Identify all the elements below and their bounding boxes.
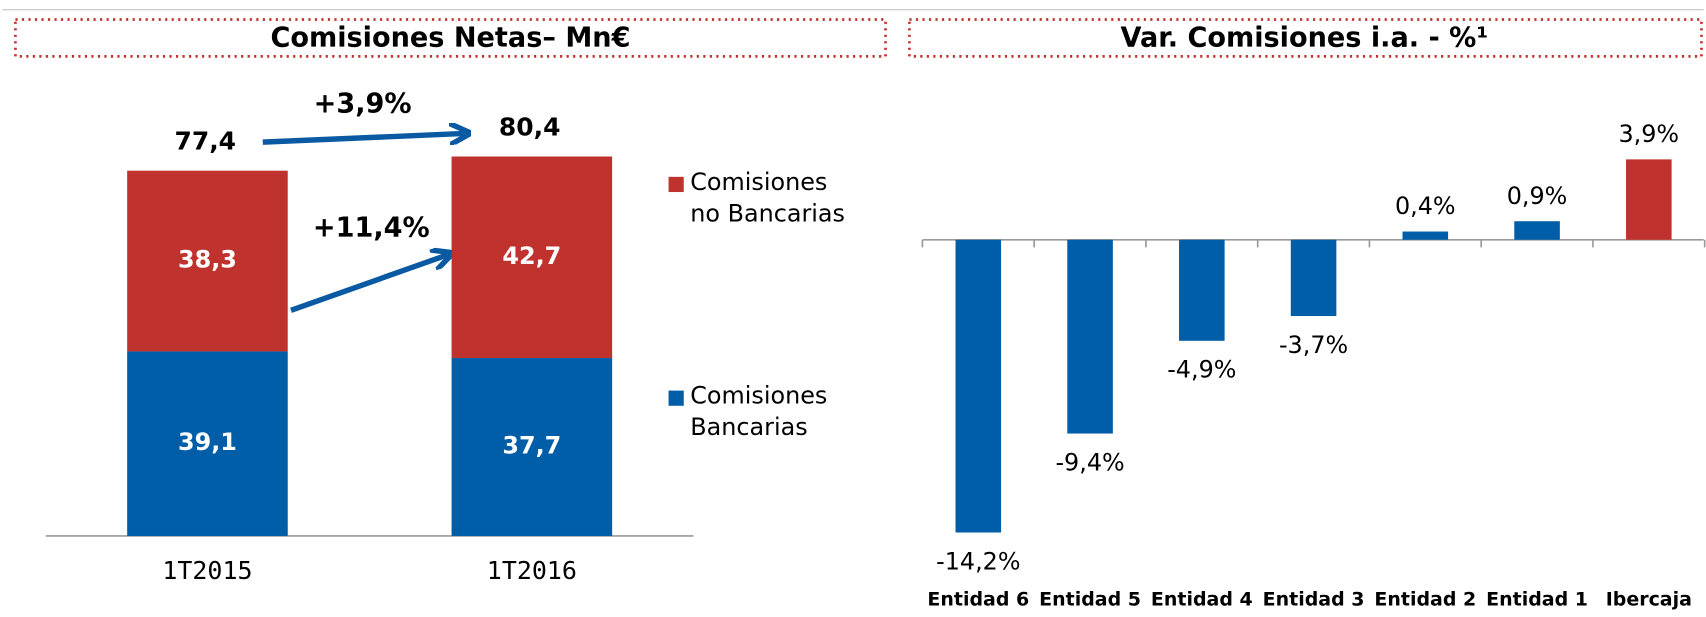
value-label: -9,4% (1055, 448, 1124, 476)
annotation: +11,4% (313, 212, 430, 243)
value-label: 39,1 (178, 428, 237, 456)
bar (1290, 239, 1337, 317)
legend-swatch (668, 390, 684, 406)
legend-label: Comisiones Bancarias (690, 382, 828, 442)
legend-label: Comisiones no Bancarias (690, 169, 845, 228)
title-box (908, 18, 1703, 58)
x-tick-label: Entidad 3 (1263, 588, 1365, 610)
bar (955, 239, 1002, 533)
value-label: 38,3 (178, 246, 237, 274)
value-label: 37,7 (502, 432, 561, 460)
arrow (290, 255, 447, 313)
bar-segment (451, 358, 613, 536)
x-tick-label: Entidad 2 (1374, 588, 1476, 610)
legend-swatch (668, 176, 684, 193)
value-label: -3,7% (1279, 331, 1348, 359)
legend-entry: Comisiones Bancarias (690, 382, 828, 442)
chart-title: Comisiones Netas– Mn€ (270, 23, 630, 54)
legend-entry: Comisiones no Bancarias (690, 169, 845, 228)
bar-segment (451, 156, 613, 359)
bar (1514, 221, 1560, 240)
value-label: 0,9% (1507, 182, 1568, 210)
x-tick-label: 1T2015 (162, 556, 252, 585)
annotation: +3,9% (314, 89, 412, 120)
value-label: -14,2% (936, 547, 1020, 575)
bar (1402, 231, 1449, 240)
bar (1067, 239, 1113, 434)
value-label: -4,9% (1167, 356, 1236, 384)
bar (1626, 159, 1672, 240)
bar (1179, 239, 1225, 341)
x-tick-label: Entidad 6 (927, 588, 1029, 610)
chart-title: Var. Comisiones i.a. - %¹ (1120, 23, 1488, 54)
total-label: 80,4 (499, 112, 561, 141)
x-tick-label: Entidad 5 (1039, 588, 1141, 610)
bar-segment (127, 351, 288, 536)
x-tick-label: 1T2016 (487, 556, 577, 585)
x-tick-label: Entidad 4 (1151, 588, 1253, 610)
x-tick-label: Ibercaja (1606, 588, 1692, 610)
x-tick-label: Entidad 1 (1486, 588, 1588, 610)
bar-segment (127, 170, 288, 352)
total-label: 77,4 (175, 126, 237, 155)
value-label: 42,7 (502, 242, 561, 270)
title-box (14, 18, 887, 58)
arrow (262, 133, 465, 142)
value-label: 0,4% (1395, 192, 1456, 220)
value-label: 3,9% (1619, 120, 1680, 148)
